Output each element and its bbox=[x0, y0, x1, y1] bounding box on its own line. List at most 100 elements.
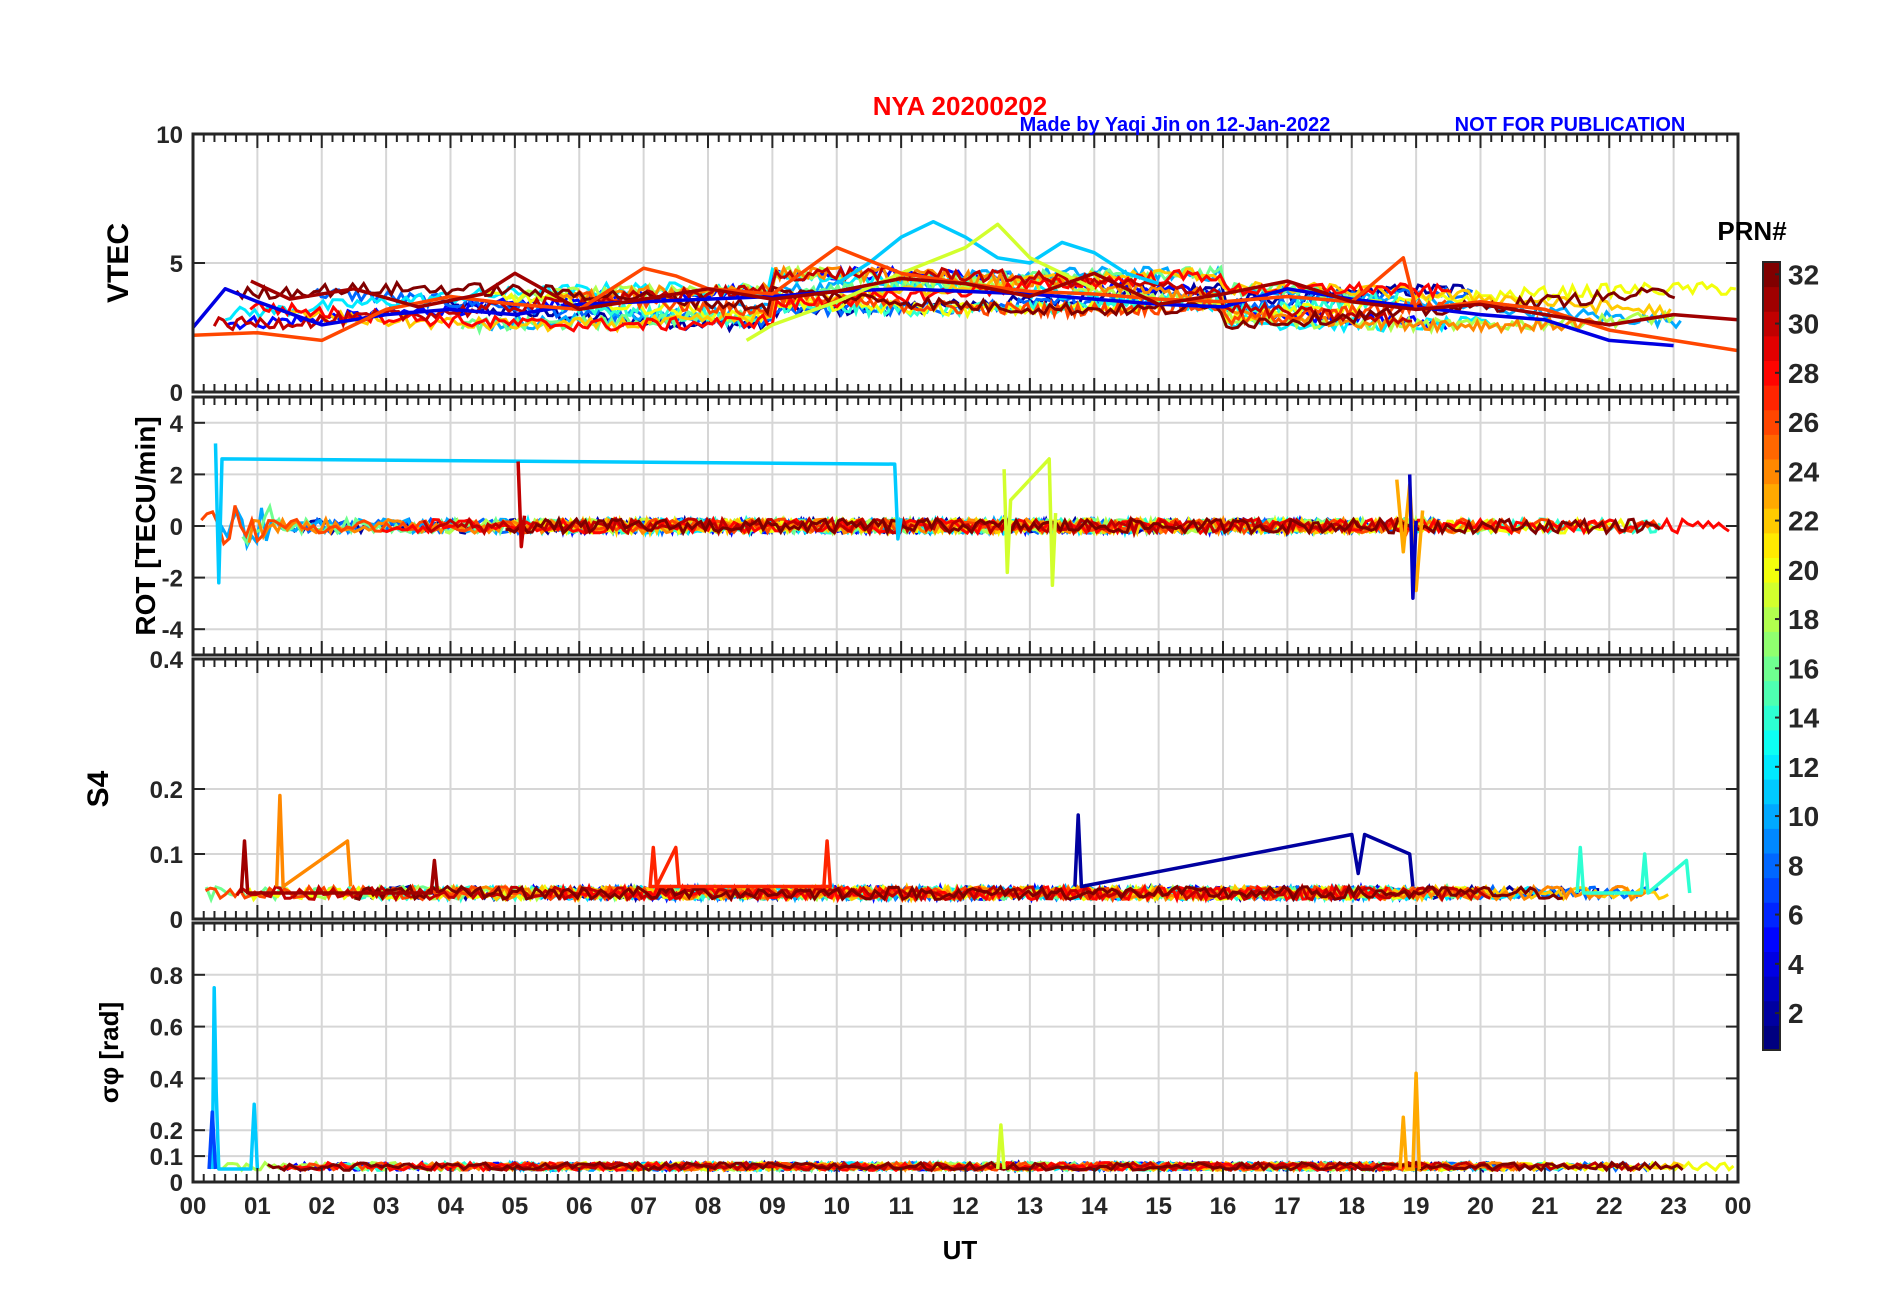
x-tick-label: 14 bbox=[1081, 1193, 1108, 1220]
x-tick-label: 21 bbox=[1532, 1193, 1559, 1220]
colorbar-tick-label: 12 bbox=[1788, 752, 1819, 783]
colorbar-tick-label: 32 bbox=[1788, 259, 1819, 290]
trace-prn-31 bbox=[239, 839, 440, 895]
colorbar-swatch-26 bbox=[1763, 409, 1780, 435]
colorbar-tick-label: 28 bbox=[1788, 358, 1819, 389]
trace-prn-27 bbox=[648, 839, 833, 889]
colorbar-swatch-20 bbox=[1763, 557, 1780, 583]
y-tick-label: 0.2 bbox=[150, 1118, 183, 1145]
colorbar-swatch-30 bbox=[1763, 311, 1780, 337]
background-trace-prn-32 bbox=[235, 279, 1676, 331]
panel-traces-S4 bbox=[204, 793, 1692, 905]
trace-prn-14 bbox=[1575, 845, 1692, 895]
colorbar-tick-label: 26 bbox=[1788, 407, 1819, 438]
x-tick-label: 05 bbox=[502, 1193, 529, 1220]
colorbar-swatch-14 bbox=[1763, 705, 1780, 731]
y-tick-label: 0.2 bbox=[150, 777, 183, 804]
colorbar-tick-label: 2 bbox=[1788, 998, 1804, 1029]
y-tick-label: 0.4 bbox=[150, 1066, 184, 1093]
colorbar-swatch-2 bbox=[1763, 1000, 1780, 1026]
x-tick-label: 10 bbox=[823, 1193, 850, 1220]
trace-prn-19 bbox=[1002, 457, 1058, 588]
trace-prn-24 bbox=[274, 793, 353, 889]
colorbar-swatch-19 bbox=[1763, 582, 1780, 608]
colorbar-swatch-23 bbox=[1763, 483, 1780, 509]
colorbar-swatch-3 bbox=[1763, 976, 1780, 1002]
panel-traces-VTEC bbox=[193, 219, 1738, 353]
trace-prn-23 bbox=[1398, 1071, 1422, 1171]
trace-prn-19 bbox=[745, 222, 1096, 342]
colorbar-tick-label: 24 bbox=[1788, 456, 1820, 487]
y-tick-label: 0.8 bbox=[150, 963, 183, 990]
y-tick-label: 5 bbox=[170, 251, 183, 278]
y-axis-label-S4: S4 bbox=[82, 770, 115, 807]
x-tick-label: 16 bbox=[1210, 1193, 1237, 1220]
x-tick-label: 13 bbox=[1017, 1193, 1044, 1220]
colorbar-tick-label: 20 bbox=[1788, 555, 1819, 586]
y-tick-label: 0 bbox=[170, 514, 183, 541]
colorbar-swatch-10 bbox=[1763, 803, 1780, 829]
colorbar-swatch-4 bbox=[1763, 951, 1780, 977]
background-trace-prn-32 bbox=[354, 883, 1564, 903]
colorbar-title: PRN# bbox=[1717, 216, 1787, 246]
colorbar-swatch-25 bbox=[1763, 434, 1780, 460]
x-tick-label: 20 bbox=[1467, 1193, 1494, 1220]
axis-ticks bbox=[192, 133, 1739, 1183]
colorbar-swatch-22 bbox=[1763, 508, 1780, 534]
colorbar-swatch-7 bbox=[1763, 877, 1780, 903]
colorbar-tick-label: 22 bbox=[1788, 506, 1819, 537]
x-tick-label: 22 bbox=[1596, 1193, 1623, 1220]
colorbar-tick-label: 16 bbox=[1788, 653, 1819, 684]
trace-prn-19 bbox=[995, 1123, 1006, 1170]
colorbar-tick-label: 4 bbox=[1788, 949, 1804, 980]
background-trace-prn-32 bbox=[266, 1160, 1684, 1173]
panel-traces-ROT bbox=[200, 443, 1730, 600]
background-trace-prn-26 bbox=[574, 289, 1447, 328]
colorbar-swatch-17 bbox=[1763, 631, 1780, 657]
x-tick-label: 04 bbox=[437, 1193, 464, 1220]
colorbar-swatch-6 bbox=[1763, 902, 1780, 928]
colorbar-frame bbox=[1762, 261, 1781, 1051]
colorbar-swatch-29 bbox=[1763, 335, 1780, 361]
y-tick-label: 0.1 bbox=[150, 842, 183, 869]
x-axis-label: UT bbox=[943, 1235, 978, 1265]
y-axis-label-sigma_phi: σφ [rad] bbox=[94, 1002, 124, 1103]
trace-prn-7 bbox=[207, 1110, 218, 1170]
x-tick-label: 19 bbox=[1403, 1193, 1430, 1220]
colorbar-swatch-28 bbox=[1763, 360, 1780, 386]
x-tick-label: 00 bbox=[1725, 1193, 1752, 1220]
colorbar-tick-label: 14 bbox=[1788, 703, 1820, 734]
trace-prn-31 bbox=[250, 271, 1738, 327]
colorbar-swatch-27 bbox=[1763, 385, 1780, 411]
y-tick-label: 0 bbox=[170, 1170, 183, 1197]
y-tick-label: 0 bbox=[170, 380, 183, 407]
colorbar-tick-label: 18 bbox=[1788, 604, 1819, 635]
x-tick-label: 03 bbox=[373, 1193, 400, 1220]
background-trace-prn-32 bbox=[505, 515, 1661, 537]
x-tick-label: 18 bbox=[1338, 1193, 1365, 1220]
x-tick-label: 01 bbox=[244, 1193, 271, 1220]
background-trace-prn-28 bbox=[249, 268, 1452, 333]
traces bbox=[193, 219, 1738, 1174]
y-tick-label: 0.4 bbox=[150, 647, 184, 674]
trace-prn-3 bbox=[1407, 474, 1418, 600]
trace-prn-11 bbox=[210, 986, 260, 1171]
x-tick-label: 09 bbox=[759, 1193, 786, 1220]
x-tick-label: 00 bbox=[180, 1193, 207, 1220]
y-axis-label-VTEC: VTEC bbox=[102, 223, 135, 303]
colorbar-swatch-8 bbox=[1763, 853, 1780, 879]
colorbar-swatch-24 bbox=[1763, 459, 1780, 485]
x-tick-label: 08 bbox=[695, 1193, 722, 1220]
x-tick-label: 06 bbox=[566, 1193, 593, 1220]
grid-lines bbox=[193, 134, 1738, 1182]
x-tick-label: 11 bbox=[888, 1193, 913, 1220]
trace-prn-11 bbox=[213, 443, 903, 585]
colorbar-swatch-18 bbox=[1763, 606, 1780, 632]
y-tick-label: 0.6 bbox=[150, 1015, 183, 1042]
trace-prn-30 bbox=[516, 461, 527, 549]
colorbar-swatch-12 bbox=[1763, 754, 1780, 780]
colorbar-tick-label: 6 bbox=[1788, 900, 1804, 931]
y-axis-label-ROT: ROT [TECU/min] bbox=[130, 416, 161, 635]
colorbar-tick-label: 10 bbox=[1788, 801, 1819, 832]
